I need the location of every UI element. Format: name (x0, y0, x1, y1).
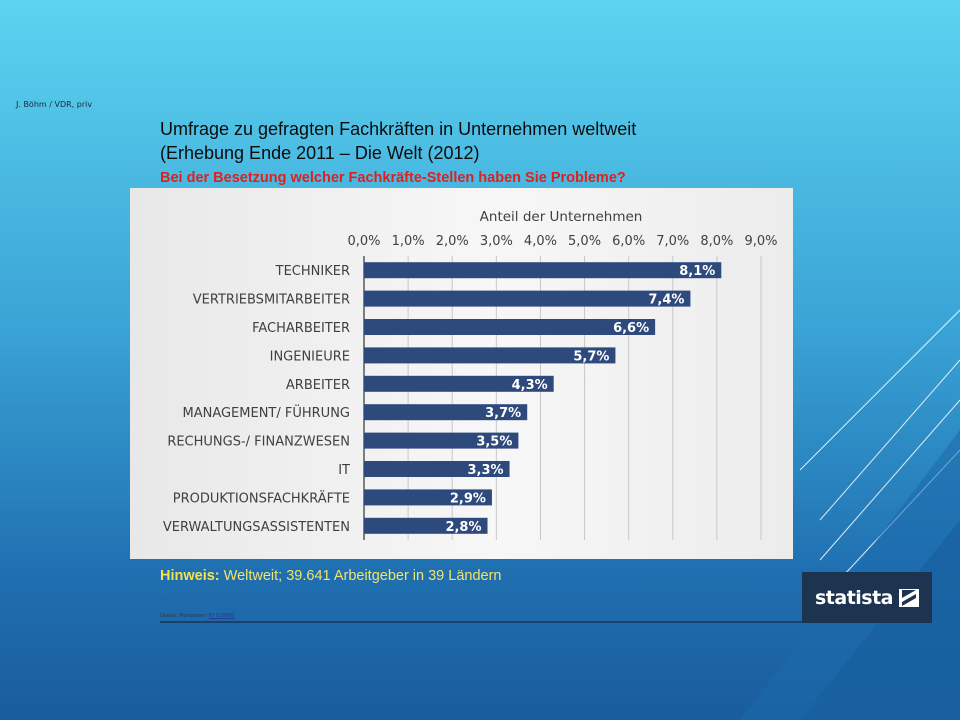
data-label: 3,5% (476, 435, 512, 450)
data-label: 5,7% (573, 349, 609, 364)
dot-mark: . (160, 592, 163, 600)
bar-chart: Anteil der Unternehmen 0,0% 1,0% 2,0% 3,0% 4… (130, 188, 793, 559)
bar (364, 432, 519, 449)
source-label: Quelle: Manpower; (160, 613, 209, 619)
x-tick-label: 9,0% (744, 234, 777, 249)
x-tick-label: 8,0% (700, 234, 733, 249)
source-link[interactable]: ID 216880 (208, 613, 235, 619)
category-label: IT (338, 463, 350, 478)
statista-mark-icon (899, 588, 920, 607)
slide-title: Umfrage zu gefragten Fachkräften in Unte… (160, 117, 800, 165)
category-label: ARBEITER (286, 378, 350, 393)
data-label: 6,6% (613, 321, 649, 336)
data-label: 2,9% (450, 491, 486, 506)
deco-line-2 (819, 359, 960, 521)
x-tick-label: 3,0% (480, 234, 513, 249)
data-label: 8,1% (679, 264, 715, 279)
statista-logo-text: statista (814, 586, 894, 609)
hint-label: Hinweis: (160, 568, 220, 584)
data-label: 4,3% (512, 378, 548, 393)
hint-value: Weltweit; 39.641 Arbeitgeber in 39 Lände… (219, 568, 502, 584)
slide-credit: J. Böhm / VDR, priv (16, 100, 93, 109)
deco-line-3 (819, 399, 960, 561)
category-label: RECHUNGS-/ FINANZWESEN (167, 435, 350, 450)
survey-question: Bei der Besetzung welcher Fachkräfte-Ste… (160, 170, 626, 186)
hint-text: Hinweis: Weltweit; 39.641 Arbeitgeber in… (160, 568, 502, 584)
x-tick-label: 1,0% (392, 234, 425, 249)
title-line-2: (Erhebung Ende 2011 – Die Welt (2012) (160, 143, 480, 163)
category-label: MANAGEMENT/ FÜHRUNG (182, 404, 350, 421)
bar (364, 375, 554, 392)
x-tick-label: 4,0% (524, 234, 557, 249)
bar (364, 290, 691, 307)
axis-title: Anteil der Unternehmen (480, 209, 643, 225)
bar (364, 489, 492, 506)
data-label: 3,7% (485, 406, 521, 421)
category-label: INGENIEURE (270, 349, 350, 364)
bar (364, 517, 488, 534)
x-tick-label: 6,0% (612, 234, 645, 249)
bar (364, 262, 722, 279)
data-label: 2,8% (445, 520, 481, 535)
x-tick-label: 0,0% (347, 234, 380, 249)
x-tick-label: 2,0% (436, 234, 469, 249)
statista-footer-line (160, 621, 932, 623)
data-label: 3,3% (468, 463, 504, 478)
deco-line-1 (799, 309, 960, 471)
title-line-1: Umfrage zu gefragten Fachkräften in Unte… (160, 119, 637, 139)
bar (364, 461, 510, 477)
source-note: Quelle: Manpower; ID 216880 (160, 613, 235, 619)
statista-logo[interactable]: statista (802, 572, 932, 623)
x-tick-label: 7,0% (656, 234, 689, 249)
chart-canvas: Anteil der Unternehmen 0,0% 1,0% 2,0% 3,0% 4… (163, 209, 778, 540)
category-label: VERTRIEBSMITARBEITER (193, 293, 350, 308)
data-label: 7,4% (648, 293, 684, 308)
bar (364, 404, 528, 421)
category-label: PRODUKTIONSFACHKRÄFTE (173, 490, 350, 506)
category-label: TECHNIKER (275, 264, 350, 279)
x-tick-label: 5,0% (568, 234, 601, 249)
bar (364, 347, 616, 364)
bar (364, 319, 656, 335)
category-label: VERWALTUNGSASSISTENTEN (163, 520, 350, 535)
category-label: FACHARBEITER (252, 321, 350, 336)
